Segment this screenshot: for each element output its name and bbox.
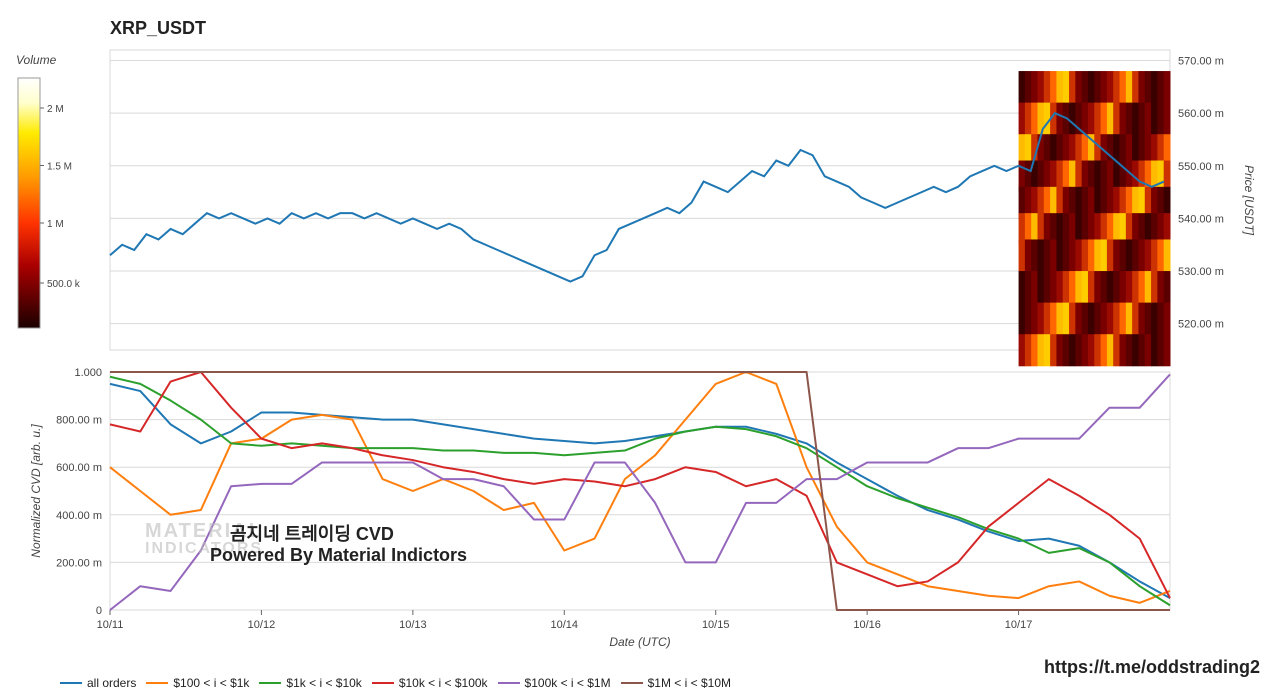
legend-swatch	[146, 682, 168, 684]
svg-text:530.00 m: 530.00 m	[1178, 266, 1224, 278]
legend-swatch	[498, 682, 520, 684]
svg-text:570.00 m: 570.00 m	[1178, 56, 1224, 68]
legend-swatch	[372, 682, 394, 684]
svg-text:500.0 k: 500.0 k	[47, 279, 81, 290]
svg-text:200.00 m: 200.00 m	[56, 557, 102, 569]
svg-text:560.00 m: 560.00 m	[1178, 108, 1224, 120]
svg-text:10/11: 10/11	[97, 619, 124, 631]
legend: all orders $100 < i < $1k $1k < i < $10k $1…	[60, 676, 731, 690]
svg-text:540.00 m: 540.00 m	[1178, 213, 1224, 225]
legend-swatch	[621, 682, 643, 684]
legend-item: all orders	[60, 676, 136, 690]
svg-text:550.00 m: 550.00 m	[1178, 161, 1224, 173]
svg-text:Normalized CVD [arb. u.]: Normalized CVD [arb. u.]	[29, 424, 43, 558]
svg-text:2 M: 2 M	[47, 104, 64, 115]
svg-text:600.00 m: 600.00 m	[56, 462, 102, 474]
svg-text:10/13: 10/13	[399, 619, 427, 631]
svg-text:1 M: 1 M	[47, 219, 64, 230]
legend-label: $1M < i < $10M	[648, 676, 731, 690]
legend-label: $100 < i < $1k	[173, 676, 249, 690]
svg-text:10/12: 10/12	[248, 619, 276, 631]
legend-swatch	[259, 682, 281, 684]
svg-text:Price [USDT]: Price [USDT]	[1242, 165, 1256, 236]
svg-text:520.00 m: 520.00 m	[1178, 319, 1224, 331]
svg-text:10/17: 10/17	[1005, 619, 1033, 631]
legend-item: $100 < i < $1k	[146, 676, 249, 690]
overlay-line2: Powered By Material Indictors	[210, 545, 467, 566]
svg-text:400.00 m: 400.00 m	[56, 510, 102, 522]
chart-canvas: 520.00 m 530.00 m 540.00 m 550.00 m 560.00 m…	[0, 0, 1280, 660]
legend-label: all orders	[87, 676, 136, 690]
chart-title: XRP_USDT	[110, 18, 206, 39]
overlay-line1: 곰지네 트레이딩 CVD	[230, 520, 394, 546]
legend-item: $100k < i < $1M	[498, 676, 611, 690]
svg-text:10/15: 10/15	[702, 619, 730, 631]
svg-text:1.5 M: 1.5 M	[47, 162, 72, 173]
svg-text:0: 0	[96, 605, 102, 617]
legend-item: $10k < i < $100k	[372, 676, 488, 690]
legend-label: $100k < i < $1M	[525, 676, 611, 690]
legend-item: $1k < i < $10k	[259, 676, 361, 690]
svg-text:Date (UTC): Date (UTC)	[609, 635, 670, 649]
footer-url[interactable]: https://t.me/oddstrading2	[1044, 657, 1260, 678]
svg-text:10/14: 10/14	[551, 619, 579, 631]
legend-label: $1k < i < $10k	[286, 676, 361, 690]
legend-label: $10k < i < $100k	[399, 676, 488, 690]
legend-item: $1M < i < $10M	[621, 676, 731, 690]
svg-text:Volume: Volume	[16, 53, 57, 67]
legend-swatch	[60, 682, 82, 684]
svg-text:10/16: 10/16	[853, 619, 881, 631]
svg-text:800.00 m: 800.00 m	[56, 415, 102, 427]
svg-text:1.000: 1.000	[74, 367, 102, 379]
